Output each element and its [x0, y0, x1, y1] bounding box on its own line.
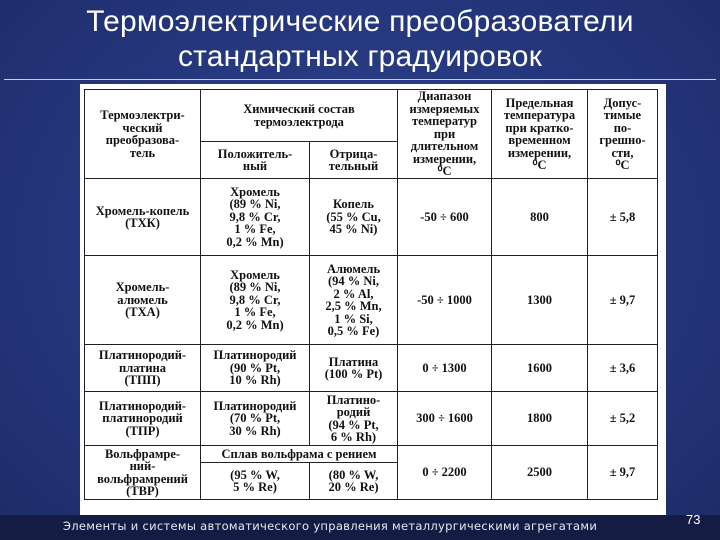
- negative-electrode: Платина (100 % Pt): [309, 344, 398, 392]
- range-value: 0 ÷ 2200: [397, 445, 492, 500]
- range-value: 300 ÷ 1600: [397, 391, 492, 446]
- header-row: Термоэлектри- ческий преобразова- тель Х…: [84, 89, 658, 179]
- converter-name: Вольфрамре- ний- вольфрамрений (ТВР): [84, 445, 201, 500]
- limit-value: 1800: [491, 391, 588, 446]
- thermocouple-table: Термоэлектри- ческий преобразова- тель Х…: [84, 89, 658, 500]
- page-number: 73: [686, 512, 701, 527]
- header-range: Диапазон измеряемых температур при длите…: [397, 89, 492, 179]
- range-value: -50 ÷ 1000: [397, 255, 492, 345]
- range-value: -50 ÷ 600: [397, 178, 492, 256]
- error-value: ± 3,6: [587, 344, 658, 392]
- converter-name: Платинородий- платинородий (ТПР): [84, 391, 201, 446]
- table-row: Платинородий- платина (ТПП) Платинородий…: [84, 344, 658, 392]
- limit-value: 2500: [491, 445, 588, 500]
- positive-electrode: Хромель (89 % Ni, 9,8 % Cr, 1 % Fe, 0,2 …: [200, 255, 310, 345]
- positive-electrode: Платинородий (90 % Pt, 10 % Rh): [200, 344, 310, 392]
- negative-electrode: (80 % W, 20 % Re): [309, 462, 398, 500]
- header-limit: Предельная температура при кратко- време…: [491, 89, 588, 179]
- negative-electrode: Платино- родий (94 % Pt, 6 % Rh): [309, 391, 398, 446]
- converter-name: Платинородий- платина (ТПП): [84, 344, 201, 392]
- table-row: Хромель-копель (ТХК) Хромель (89 % Ni, 9…: [84, 178, 658, 256]
- limit-value: 1600: [491, 344, 588, 392]
- table-row: (95 % W, 5 % Re) (80 % W, 20 % Re): [85, 462, 658, 500]
- converter-name: Хромель- алюмель (ТХА): [84, 255, 201, 345]
- limit-value: 800: [491, 178, 588, 256]
- converter-name: Хромель-копель (ТХК): [84, 178, 201, 256]
- error-value: ± 9,7: [587, 255, 658, 345]
- error-value: ± 5,8: [587, 178, 658, 256]
- title-divider: [4, 79, 716, 80]
- positive-electrode: Хромель (89 % Ni, 9,8 % Cr, 1 % Fe, 0,2 …: [200, 178, 310, 256]
- table-row: Платинородий- платинородий (ТПР) Платино…: [84, 391, 658, 446]
- table-row: Вольфрамре- ний- вольфрамрений (ТВР) Спл…: [84, 445, 658, 500]
- header-negative: Отрица- тельный: [309, 141, 398, 179]
- table-image-area: Термоэлектри- ческий преобразова- тель Х…: [80, 84, 666, 515]
- positive-electrode: (95 % W, 5 % Re): [200, 462, 310, 500]
- negative-electrode: Копель (55 % Cu, 45 % Ni): [309, 178, 398, 256]
- footer-bar: [0, 515, 720, 540]
- range-value: 0 ÷ 1300: [397, 344, 492, 392]
- error-value: ± 5,2: [587, 391, 658, 446]
- composition-span: Сплав вольфрама с рением: [200, 445, 398, 463]
- error-value: ± 9,7: [587, 445, 658, 500]
- header-error: Допус- тимые по- грешно- сти, ⁰С: [587, 89, 658, 179]
- header-converter: Термоэлектри- ческий преобразова- тель: [84, 89, 201, 179]
- slide-footer: Элементы и системы автоматического управ…: [62, 519, 598, 533]
- table-row: Хромель- алюмель (ТХА) Хромель (89 % Ni,…: [84, 255, 658, 345]
- subheader-row: Положитель- ный Отрица- тельный: [85, 141, 658, 179]
- slide-title: Термоэлектрические преобразователи станд…: [86, 5, 634, 73]
- header-composition: Химический состав термоэлектрода: [200, 89, 398, 142]
- limit-value: 1300: [491, 255, 588, 345]
- positive-electrode: Платинородий (70 % Pt, 30 % Rh): [200, 391, 310, 446]
- header-positive: Положитель- ный: [200, 141, 310, 179]
- negative-electrode: Алюмель (94 % Ni, 2 % Al, 2,5 % Mn, 1 % …: [309, 255, 398, 345]
